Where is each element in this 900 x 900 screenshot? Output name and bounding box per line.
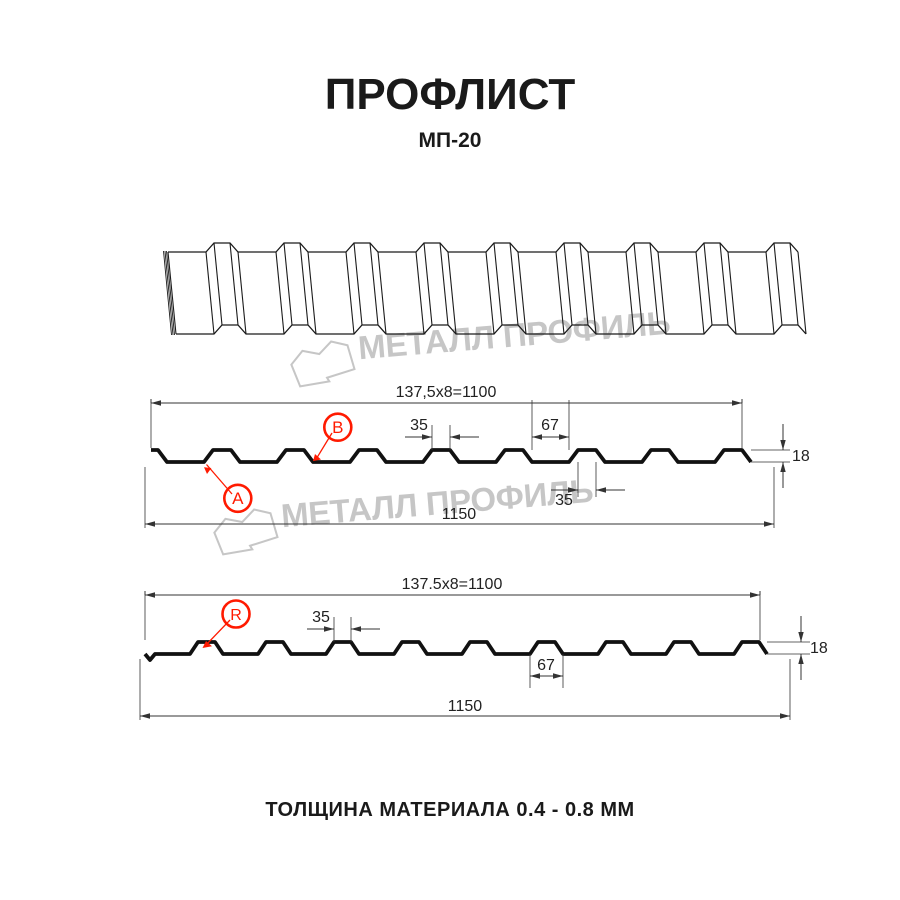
svg-text:137,5x8=1100: 137,5x8=1100 [396, 384, 497, 401]
svg-text:A: A [232, 489, 244, 508]
svg-text:R: R [230, 607, 242, 624]
svg-text:B: B [332, 418, 343, 437]
svg-text:1150: 1150 [442, 506, 477, 523]
svg-text:18: 18 [792, 448, 810, 465]
svg-text:35: 35 [410, 417, 428, 434]
svg-text:67: 67 [541, 417, 559, 434]
svg-text:МЕТАЛЛ ПРОФИЛЬ: МЕТАЛЛ ПРОФИЛЬ [280, 472, 595, 535]
svg-text:МЕТАЛЛ ПРОФИЛЬ: МЕТАЛЛ ПРОФИЛЬ [357, 304, 672, 367]
svg-text:18: 18 [810, 640, 828, 657]
svg-text:35: 35 [312, 609, 330, 626]
svg-text:35: 35 [555, 492, 573, 509]
svg-text:67: 67 [537, 657, 555, 674]
svg-text:137.5x8=1100: 137.5x8=1100 [402, 576, 503, 593]
svg-text:1150: 1150 [448, 698, 483, 715]
